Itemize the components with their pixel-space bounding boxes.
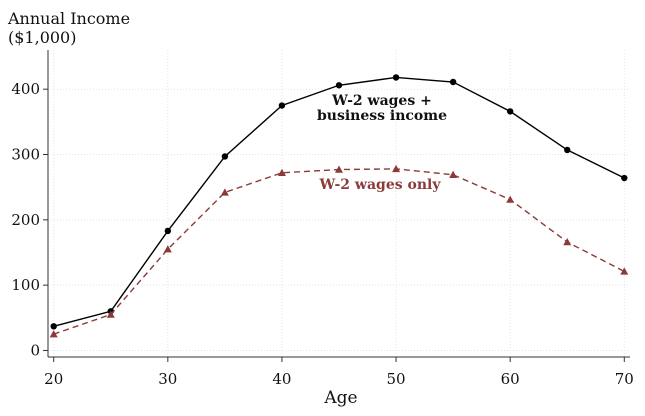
series-2-point [392,164,401,173]
series-1-point [278,102,286,109]
series-1-point [506,108,514,115]
series-2-annotation: W-2 wages only [319,177,442,193]
x-tick-label: 50 [387,370,406,388]
series-1-point [449,78,457,86]
series-1-annotation-line2: business income [317,108,447,124]
series-2-point [335,165,343,173]
series-1-point [564,146,571,154]
y-axis-title-line1: Annual Income [7,9,130,28]
y-tick-label: 0 [30,341,40,359]
y-tick-label: 400 [11,80,40,98]
y-tick-label: 100 [11,276,40,294]
x-tick-label: 30 [158,370,177,388]
x-tick-label: 60 [501,370,520,388]
series-2-point [563,238,572,246]
series-2-point [49,330,58,338]
axes: 0 100 200 300 400 20 30 40 50 60 70 [11,50,634,388]
series-2-point [506,195,515,203]
series-1-point [392,74,400,81]
series-2-point [620,267,629,275]
grid-lines [48,50,630,357]
x-axis-title: Age [323,388,357,408]
series-2-point [277,168,286,176]
series-2-point [106,310,115,318]
series-2-point [220,188,229,196]
y-tick-label: 300 [11,146,40,164]
series-1-annotation-line1: W-2 wages + [331,93,432,109]
x-tick-label: 40 [272,370,291,388]
series-1-point [221,153,229,160]
series-1-point [335,82,343,89]
series-1-point [164,227,172,235]
y-tick-label: 200 [11,211,40,229]
series-1-point [621,174,628,182]
series-2-point [163,245,172,253]
series-layer [49,74,629,338]
series-2-point [449,170,458,178]
x-tick-label: 70 [615,370,634,388]
x-tick-label: 20 [44,370,63,388]
series-2-line [53,168,625,335]
y-axis-title-line2: ($1,000) [8,28,76,47]
series-1-point [50,323,57,330]
